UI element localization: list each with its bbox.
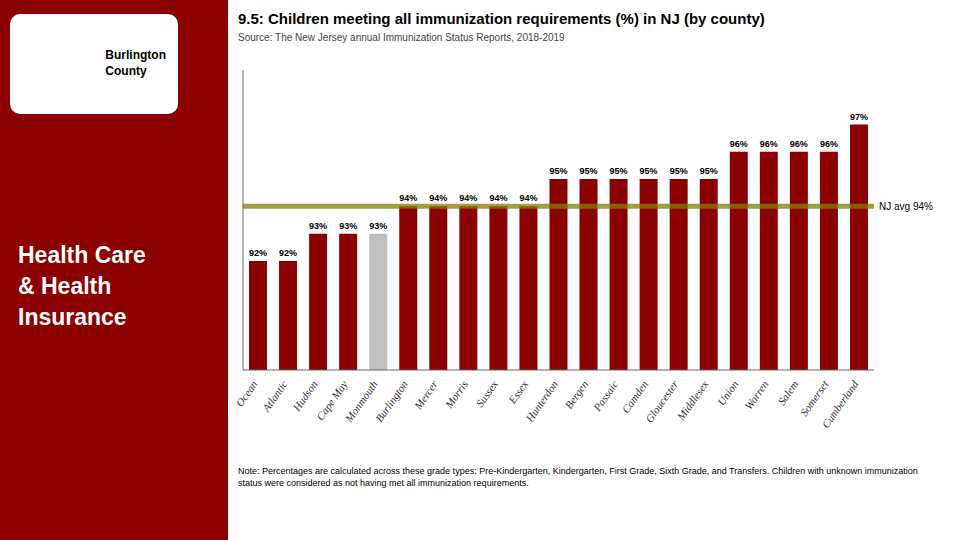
svg-text:Mercer: Mercer <box>411 378 440 412</box>
svg-text:95%: 95% <box>610 166 628 176</box>
svg-text:93%: 93% <box>369 221 387 231</box>
svg-text:NJ avg 94%: NJ avg 94% <box>879 201 933 212</box>
svg-text:Salem: Salem <box>775 378 800 407</box>
html-text:Burlington County: Burlington County <box>105 48 166 78</box>
svg-text:Morris: Morris <box>442 378 470 411</box>
svg-text:92%: 92% <box>279 248 297 258</box>
svg-text:95%: 95% <box>700 166 718 176</box>
svg-text:94%: 94% <box>399 193 417 203</box>
svg-text:96%: 96% <box>730 139 748 149</box>
svg-text:Essex: Essex <box>505 378 530 406</box>
svg-text:95%: 95% <box>580 166 598 176</box>
svg-text:Sussex: Sussex <box>473 378 500 409</box>
svg-text:Atlantic: Atlantic <box>259 378 289 414</box>
svg-text:Cumberland: Cumberland <box>819 378 861 430</box>
svg-text:Passaic: Passaic <box>590 378 620 414</box>
svg-text:95%: 95% <box>549 166 567 176</box>
html-text:9.5: Children meeting all immu: 9.5: Children meeting all immunization r… <box>238 10 765 27</box>
html-text:Health Care & Health Insurance: Health Care & Health Insurance <box>18 242 146 331</box>
svg-text:Hudson: Hudson <box>290 378 320 414</box>
svg-text:Hunterdon: Hunterdon <box>523 378 561 425</box>
svg-text:Warren: Warren <box>742 378 771 412</box>
svg-text:95%: 95% <box>640 166 658 176</box>
svg-text:94%: 94% <box>429 193 447 203</box>
html-text:Source: The New Jersey annual: Source: The New Jersey annual Immunizati… <box>238 32 565 43</box>
svg-text:95%: 95% <box>670 166 688 176</box>
svg-text:94%: 94% <box>489 193 507 203</box>
svg-text:Cape May: Cape May <box>313 378 350 423</box>
html-text:Note: Percentages are calculat: Note: Percentages are calculated across … <box>238 466 918 488</box>
svg-text:92%: 92% <box>249 248 267 258</box>
svg-text:Somerset: Somerset <box>797 378 831 419</box>
svg-text:96%: 96% <box>820 139 838 149</box>
svg-text:Middlesex: Middlesex <box>674 378 710 423</box>
svg-text:Monmouth: Monmouth <box>342 378 380 425</box>
svg-text:Camden: Camden <box>619 378 650 415</box>
svg-text:96%: 96% <box>790 139 808 149</box>
svg-text:Burlington: Burlington <box>373 378 410 424</box>
svg-text:93%: 93% <box>339 221 357 231</box>
svg-text:94%: 94% <box>459 193 477 203</box>
svg-text:93%: 93% <box>309 221 327 231</box>
svg-text:97%: 97% <box>850 112 868 122</box>
svg-text:Gloucester: Gloucester <box>643 378 681 425</box>
svg-text:Union: Union <box>715 378 741 408</box>
svg-text:96%: 96% <box>760 139 778 149</box>
svg-text:Bergen: Bergen <box>562 378 590 411</box>
svg-text:Ocean: Ocean <box>233 378 260 409</box>
svg-text:94%: 94% <box>519 193 537 203</box>
